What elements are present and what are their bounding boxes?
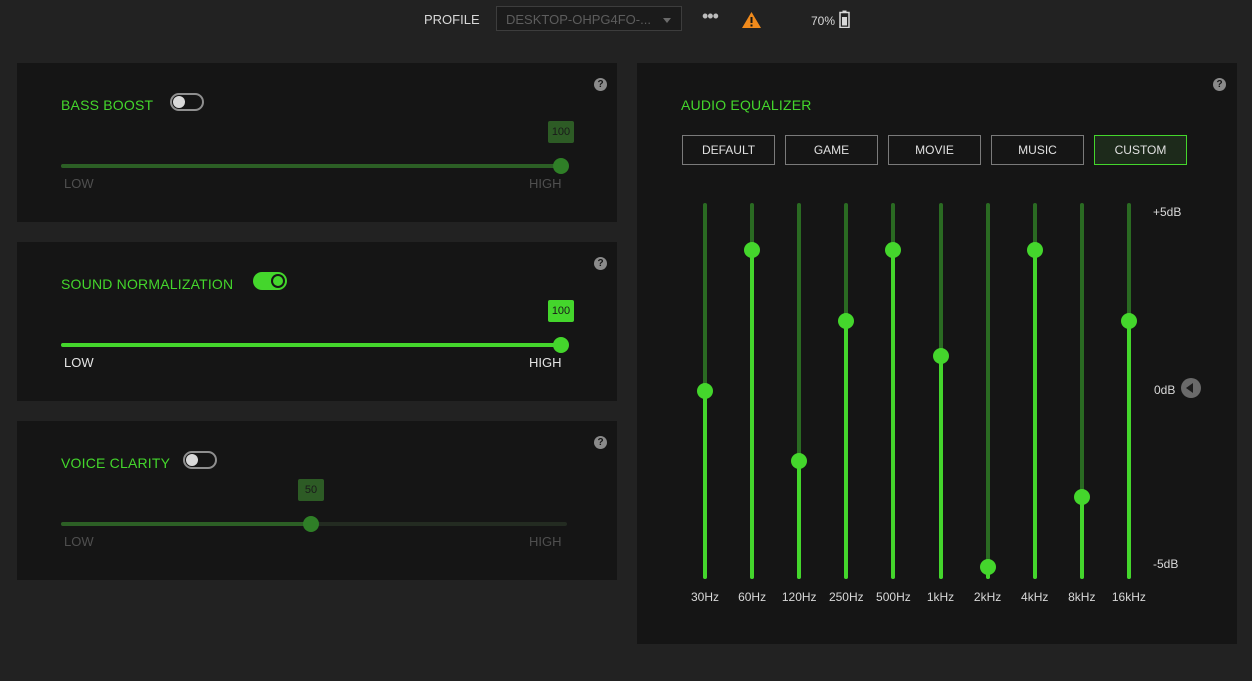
preset-music-button[interactable]: MUSIC — [991, 135, 1084, 165]
toggle-knob — [271, 274, 285, 288]
reset-to-zero-icon[interactable] — [1181, 378, 1201, 398]
db-mid-label: 0dB — [1154, 383, 1176, 397]
eq-thumb[interactable] — [791, 453, 808, 470]
eq-band-120hz[interactable]: 120Hz — [779, 203, 819, 604]
top-bar: PROFILE DESKTOP-OHPG4FO-... ••• 70% — [0, 0, 1252, 40]
voice-clarity-toggle[interactable] — [183, 451, 217, 469]
audio-equalizer-card: ? AUDIO EQUALIZER DEFAULT GAME MOVIE MUS… — [637, 63, 1237, 644]
eq-band-500hz[interactable]: 500Hz — [873, 203, 913, 604]
eq-thumb[interactable] — [838, 312, 855, 329]
help-icon[interactable]: ? — [594, 78, 607, 91]
bass-boost-toggle[interactable] — [170, 93, 204, 111]
slider-high-label: HIGH — [529, 176, 562, 191]
eq-band-16khz[interactable]: 16kHz — [1109, 203, 1149, 604]
slider-value-bubble: 50 — [298, 479, 324, 501]
voice-clarity-slider[interactable]: 50 — [61, 479, 567, 537]
eq-frequency-label: 1kHz — [926, 590, 955, 604]
preset-default-button[interactable]: DEFAULT — [682, 135, 775, 165]
eq-thumb[interactable] — [932, 347, 949, 364]
toggle-knob — [186, 454, 198, 466]
bass-boost-title: BASS BOOST — [61, 97, 154, 113]
battery-percent: 70% — [811, 14, 836, 28]
eq-thumb[interactable] — [697, 383, 713, 399]
slider-thumb[interactable] — [553, 158, 569, 174]
help-icon[interactable]: ? — [594, 436, 607, 449]
slider-fill — [61, 164, 561, 168]
slider-low-label: LOW — [64, 355, 94, 370]
chevron-down-icon — [663, 18, 671, 23]
eq-frequency-label: 120Hz — [781, 590, 817, 604]
eq-frequency-label: 4kHz — [1021, 590, 1049, 604]
warning-triangle-icon[interactable] — [741, 11, 762, 34]
profile-dropdown[interactable]: DESKTOP-OHPG4FO-... — [496, 6, 682, 31]
bass-boost-card: ? BASS BOOST 100 LOW HIGH — [17, 63, 617, 222]
slider-high-label: HIGH — [529, 355, 562, 370]
slider-fill — [61, 522, 311, 526]
slider-fill — [61, 343, 561, 347]
sound-normalization-slider[interactable]: 100 — [61, 300, 574, 358]
eq-frequency-label: 30Hz — [690, 590, 719, 604]
eq-frequency-label: 500Hz — [876, 590, 911, 604]
db-min-label: -5dB — [1153, 557, 1179, 571]
help-icon[interactable]: ? — [594, 257, 607, 270]
slider-low-label: LOW — [64, 534, 94, 549]
eq-rail-fill — [1126, 320, 1131, 579]
eq-thumb[interactable] — [1073, 488, 1090, 505]
eq-frequency-label: 2kHz — [973, 590, 1002, 604]
eq-band-4khz[interactable]: 4kHz — [1015, 203, 1055, 604]
eq-rail — [797, 203, 802, 579]
eq-rail-fill — [750, 250, 755, 579]
eq-rail-fill — [844, 320, 849, 579]
slider-thumb[interactable] — [303, 516, 319, 532]
profile-label: PROFILE — [424, 12, 480, 27]
eq-thumb[interactable] — [979, 559, 996, 575]
eq-frequency-label: 250Hz — [828, 590, 864, 604]
eq-band-60hz[interactable]: 60Hz — [732, 203, 772, 604]
eq-band-250hz[interactable]: 250Hz — [826, 203, 866, 604]
eq-thumb[interactable] — [1120, 312, 1137, 329]
profile-dropdown-value: DESKTOP-OHPG4FO-... — [506, 12, 651, 27]
toggle-knob — [173, 96, 185, 108]
eq-rail-fill — [797, 461, 802, 579]
help-icon[interactable]: ? — [1213, 78, 1226, 91]
voice-clarity-title: VOICE CLARITY — [61, 455, 171, 471]
eq-rail — [985, 203, 990, 579]
preset-custom-button[interactable]: CUSTOM — [1094, 135, 1187, 165]
voice-clarity-card: ? VOICE CLARITY 50 LOW HIGH — [17, 421, 617, 580]
eq-band-8khz[interactable]: 8kHz — [1062, 203, 1102, 604]
sound-normalization-card: ? SOUND NORMALIZATION 100 LOW HIGH — [17, 242, 617, 401]
eq-rail — [1079, 203, 1084, 579]
eq-rail-fill — [703, 391, 707, 579]
eq-rail-fill — [1032, 250, 1037, 579]
bass-boost-slider[interactable]: 100 — [61, 121, 574, 179]
preset-movie-button[interactable]: MOVIE — [888, 135, 981, 165]
slider-value-bubble: 100 — [548, 121, 574, 143]
slider-low-label: LOW — [64, 176, 94, 191]
battery-icon — [839, 10, 850, 33]
eq-band-1khz[interactable]: 1kHz — [921, 203, 961, 604]
eq-thumb[interactable] — [1026, 242, 1043, 259]
eq-rail-fill — [938, 355, 943, 579]
eq-band-2khz[interactable]: 2kHz — [968, 203, 1008, 604]
sound-normalization-toggle[interactable] — [253, 272, 287, 290]
slider-high-label: HIGH — [529, 534, 562, 549]
slider-value-bubble: 100 — [548, 300, 574, 322]
more-horizontal-icon[interactable]: ••• — [702, 6, 719, 26]
preset-game-button[interactable]: GAME — [785, 135, 878, 165]
slider-thumb[interactable] — [553, 337, 569, 353]
db-max-label: +5dB — [1153, 205, 1182, 219]
eq-frequency-label: 16kHz — [1111, 590, 1146, 604]
eq-thumb[interactable] — [744, 242, 761, 259]
eq-rail-fill — [1079, 496, 1084, 579]
eq-rail-fill — [891, 250, 896, 579]
eq-frequency-label: 8kHz — [1068, 590, 1096, 604]
audio-equalizer-title: AUDIO EQUALIZER — [681, 97, 812, 113]
eq-frequency-label: 60Hz — [738, 590, 767, 604]
sound-normalization-title: SOUND NORMALIZATION — [61, 276, 234, 292]
eq-thumb[interactable] — [885, 242, 902, 259]
eq-band-30hz[interactable]: 30Hz — [685, 203, 725, 604]
